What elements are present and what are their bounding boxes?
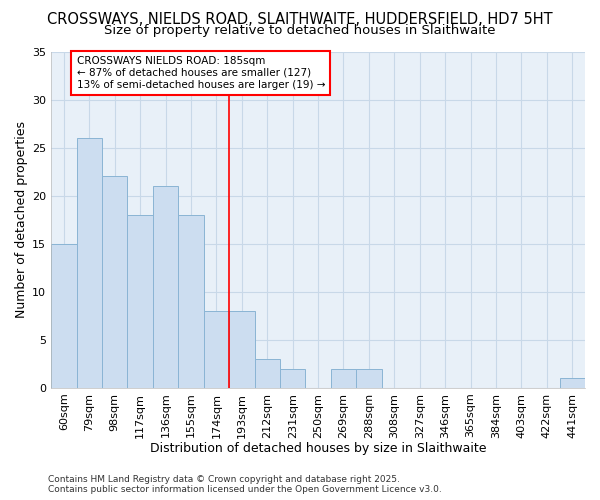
Bar	[77, 138, 102, 388]
Bar	[560, 378, 585, 388]
Bar	[331, 368, 356, 388]
Bar	[254, 359, 280, 388]
Bar	[280, 368, 305, 388]
Y-axis label: Number of detached properties: Number of detached properties	[15, 121, 28, 318]
Bar	[356, 368, 382, 388]
Bar	[229, 311, 254, 388]
Text: CROSSWAYS, NIELDS ROAD, SLAITHWAITE, HUDDERSFIELD, HD7 5HT: CROSSWAYS, NIELDS ROAD, SLAITHWAITE, HUD…	[47, 12, 553, 28]
Text: Size of property relative to detached houses in Slaithwaite: Size of property relative to detached ho…	[104, 24, 496, 37]
Bar	[102, 176, 127, 388]
Text: CROSSWAYS NIELDS ROAD: 185sqm
← 87% of detached houses are smaller (127)
13% of : CROSSWAYS NIELDS ROAD: 185sqm ← 87% of d…	[77, 56, 325, 90]
Bar	[153, 186, 178, 388]
Bar	[127, 215, 153, 388]
Bar	[203, 311, 229, 388]
Text: Contains HM Land Registry data © Crown copyright and database right 2025.
Contai: Contains HM Land Registry data © Crown c…	[48, 474, 442, 494]
Bar	[178, 215, 203, 388]
Bar	[51, 244, 77, 388]
X-axis label: Distribution of detached houses by size in Slaithwaite: Distribution of detached houses by size …	[150, 442, 487, 455]
